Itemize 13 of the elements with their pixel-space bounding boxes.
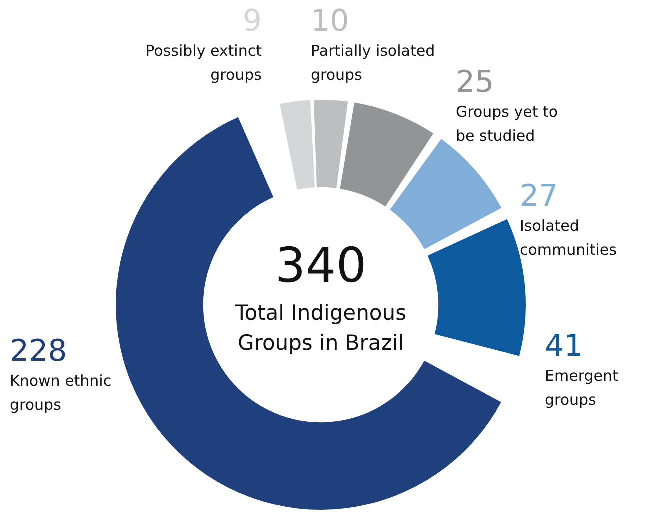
slice-label: Isolated communities (520, 216, 618, 261)
slice-label: Emergent groups (545, 366, 620, 411)
data-label: 41 (545, 329, 584, 364)
text: 340 (274, 238, 368, 294)
slice-label: Partially isolated groups (311, 41, 436, 86)
slice-label: Known ethnic groups (10, 371, 113, 416)
data-label: 10 (311, 4, 350, 39)
data-label: 228 (10, 334, 68, 369)
data-label: 27 (520, 179, 560, 214)
slice-label: Groups yet to be studied (456, 102, 560, 147)
data-label: 25 (456, 65, 496, 100)
text: Total Indigenous Groups in Brazil (234, 300, 408, 357)
slice-label: Possibly extinct groups (144, 41, 262, 86)
